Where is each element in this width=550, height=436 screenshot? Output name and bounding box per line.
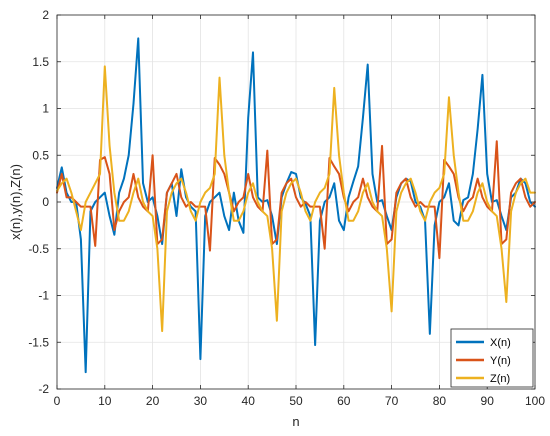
y-axis-title: x(n),y(n),Z(n) [8,164,23,240]
axis-ticks: 0 10 20 30 40 50 60 70 80 90 100 -2 -1.5 -1 -0.5 0 0.5 1 1… [28,8,545,408]
x-tick-label: 30 [194,394,208,408]
x-axis-title: n [292,414,299,429]
x-tick-label: 60 [337,394,351,408]
x-tick-label: 90 [481,394,495,408]
x-tick-label: 50 [289,394,303,408]
legend: X(n) Y(n) Z(n) [450,328,534,388]
x-tick-label: 20 [146,394,160,408]
y-tick-label: -2 [38,382,49,396]
x-tick-label: 80 [433,394,447,408]
y-tick-label: 0.5 [32,148,49,162]
series-line-z-n [56,65,536,333]
y-tick-label: -1.5 [28,335,49,349]
y-tick-label: 2 [42,8,49,22]
y-tick-label: 1.5 [32,55,49,69]
x-tick-label: 10 [98,394,112,408]
series-line-y-n [56,140,536,260]
x-tick-label: 70 [385,394,399,408]
x-tick-label: 100 [525,394,545,408]
legend-label-z: Z(n) [490,373,510,385]
y-tick-label: -1 [38,289,49,303]
y-tick-label: 1 [42,102,49,116]
y-tick-label: 0 [42,195,49,209]
y-tick-label: -0.5 [28,242,49,256]
x-tick-label: 40 [242,394,256,408]
legend-label-y: Y(n) [490,355,511,367]
legend-label-x: X(n) [490,337,511,349]
series-lines [56,37,536,374]
series-line-x-n [56,37,536,374]
x-tick-label: 0 [54,394,61,408]
